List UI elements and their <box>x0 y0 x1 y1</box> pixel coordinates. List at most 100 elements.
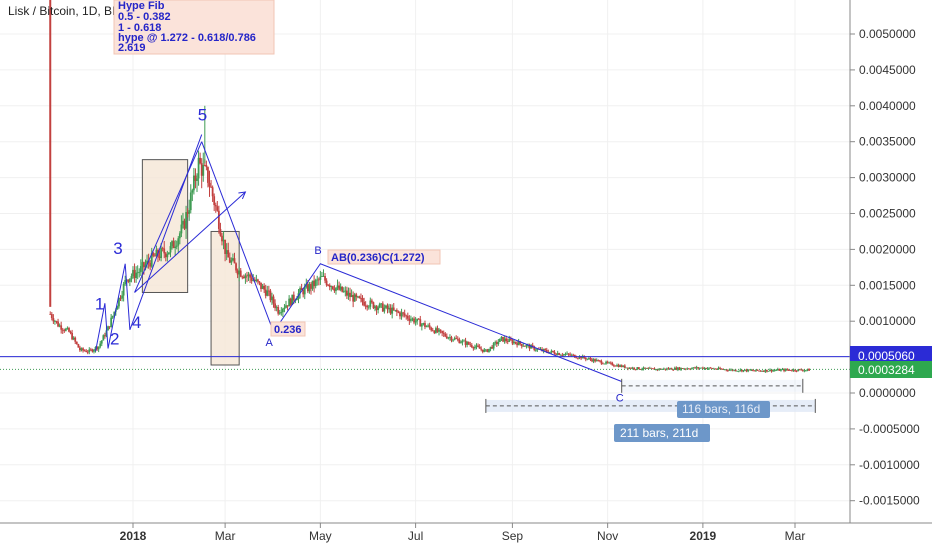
candle-body <box>135 272 138 278</box>
candle-body <box>232 258 234 261</box>
candle-body <box>397 311 400 313</box>
candle-body <box>789 369 792 371</box>
y-tick-label: 0.0025000 <box>859 207 916 221</box>
range-fill <box>621 379 803 392</box>
candle-body <box>509 338 512 341</box>
candle-body <box>534 349 537 351</box>
candle-body <box>399 312 401 317</box>
y-tick-label: 0.0050000 <box>859 27 916 41</box>
candle-body <box>650 367 653 369</box>
candle-body <box>366 305 369 308</box>
price-axis[interactable]: 0.0050000 0.0045000 0.0040000 0.0035000 0.00… <box>850 27 920 508</box>
candle-body <box>603 363 606 365</box>
candle-body <box>208 182 211 187</box>
candle-body <box>463 340 465 342</box>
candle-body <box>385 305 387 308</box>
candle-body <box>144 264 147 268</box>
candle-body <box>703 367 706 369</box>
candle-body <box>472 347 475 349</box>
candle-body <box>548 351 551 354</box>
candle-body <box>80 348 83 351</box>
candle-body <box>786 369 789 370</box>
candle-body <box>406 315 409 319</box>
candle-body <box>647 368 650 369</box>
candle-body <box>408 318 411 321</box>
candle-body <box>372 302 375 309</box>
candle-body <box>174 246 177 248</box>
candle-body <box>158 256 161 258</box>
candle-body <box>244 275 247 279</box>
candle-body <box>424 323 426 327</box>
candle-body <box>669 368 671 370</box>
candle-body <box>698 367 701 369</box>
candle-body <box>520 343 523 347</box>
candle-body <box>477 345 479 347</box>
a-ratio-box[interactable] <box>270 321 306 337</box>
candle-body <box>622 365 625 367</box>
candle-body <box>289 298 292 305</box>
candle-body <box>183 220 186 229</box>
candle-body <box>246 275 248 277</box>
box-wave3 <box>141 159 189 293</box>
candle-body <box>808 369 810 371</box>
candle-body <box>686 368 689 370</box>
candle-body <box>355 294 358 298</box>
candle-body <box>272 296 275 304</box>
hype-fib-note-box[interactable] <box>113 0 275 55</box>
candle-body <box>374 306 376 309</box>
candle-body <box>389 307 392 314</box>
range-label-116-box[interactable] <box>677 401 770 418</box>
candle-body <box>797 369 800 372</box>
range-label-211-box[interactable] <box>614 424 710 442</box>
candle-body <box>517 341 520 346</box>
candle-body <box>375 306 378 311</box>
candle-body <box>447 337 450 339</box>
candle-body <box>717 367 720 370</box>
abc-ratio-box[interactable] <box>327 249 441 265</box>
candle-body <box>296 298 298 301</box>
candle-body <box>719 367 721 369</box>
candle-body <box>269 290 272 301</box>
candle-body <box>492 343 495 349</box>
candle-body <box>324 276 326 281</box>
hype-fib-line-4: hype @ 1.272 - 0.618/0.786 <box>118 32 256 44</box>
candle-body <box>464 340 467 345</box>
candle-body <box>163 248 166 254</box>
candle-body <box>118 297 120 307</box>
last-price-tag <box>850 361 932 378</box>
candle-body <box>581 356 584 359</box>
candle-body <box>378 303 381 308</box>
candle-body <box>553 352 556 354</box>
candle-body <box>559 354 562 356</box>
candle-body <box>75 341 78 345</box>
candle-body <box>458 339 461 344</box>
candle-body <box>310 284 312 289</box>
candle-body <box>331 286 334 289</box>
x-tick-label: Mar <box>785 529 806 543</box>
candle-body <box>563 354 565 356</box>
candle-body <box>783 369 785 371</box>
candle-body <box>281 308 284 313</box>
candle-body <box>166 254 169 258</box>
candle-body <box>470 345 473 348</box>
candle-body <box>392 307 395 311</box>
y-tick-label: -0.0005000 <box>859 422 920 436</box>
candle-body <box>450 337 453 341</box>
candle-body <box>670 368 673 370</box>
candle-body <box>402 312 405 314</box>
candle-body <box>102 335 105 341</box>
x-tick-label: Mar <box>215 529 236 543</box>
candle-body <box>751 370 754 371</box>
candle-body <box>271 296 273 301</box>
time-axis[interactable]: 2018 Mar May Jul Sep Nov 2019 Mar <box>120 523 806 543</box>
candle-body <box>506 340 509 342</box>
candle-body <box>132 269 134 277</box>
candle-body <box>311 280 314 289</box>
last-price-label: 0.0003284 <box>858 363 915 377</box>
candle-body <box>655 369 657 370</box>
candle-body <box>641 369 643 370</box>
highlight-boxes <box>141 159 240 366</box>
candle-body <box>597 360 600 361</box>
candle-body <box>495 342 498 345</box>
